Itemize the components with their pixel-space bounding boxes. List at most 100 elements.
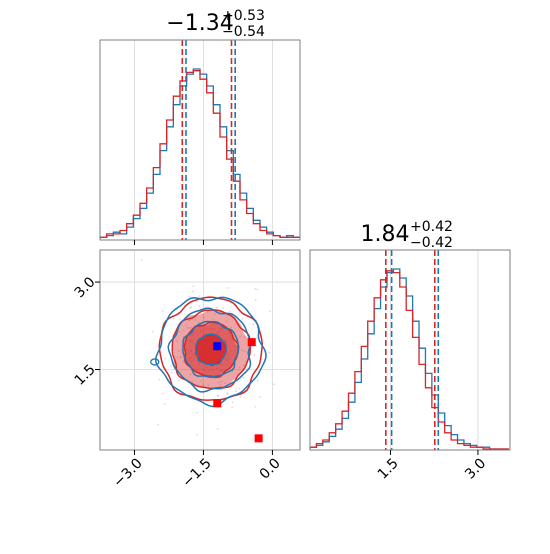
sample-point [235, 387, 238, 390]
sample-point [243, 350, 246, 352]
sample-point [216, 427, 219, 430]
contour-line-series-a [167, 307, 252, 393]
plot-area [140, 258, 275, 443]
param1-value: −1.34 [166, 11, 233, 36]
sample-point [186, 326, 189, 329]
sample-point [242, 376, 244, 379]
contour-line-series-a [155, 296, 267, 408]
sample-point [230, 326, 233, 329]
sample-point [269, 310, 271, 313]
sample-point [216, 394, 219, 397]
sample-point [158, 378, 161, 381]
sample-point [222, 307, 225, 309]
sample-point [192, 290, 194, 293]
param1-sup: +0.53 [222, 8, 265, 24]
marker-square [213, 342, 222, 351]
panel-border [309, 249, 511, 451]
sample-point [256, 288, 259, 291]
y-tick-label: 1.5 [72, 362, 99, 389]
sample-point [163, 403, 166, 406]
param1-sub: −0.54 [222, 24, 265, 40]
sample-point [217, 381, 220, 384]
sample-point [188, 319, 190, 322]
panel-border [99, 249, 301, 451]
sample-point [272, 383, 275, 386]
contour-island [150, 358, 160, 366]
sample-point [198, 295, 201, 297]
sample-point [213, 313, 216, 315]
sample-point [231, 406, 234, 409]
sample-point [243, 336, 246, 338]
sample-point [177, 356, 179, 359]
plot-area [310, 250, 509, 450]
param1-tick-labels: −3.0 −1.5 0.0 [110, 456, 283, 491]
x-tick-label: 0.0 [257, 456, 284, 483]
sample-point [195, 300, 198, 303]
sample-point [238, 387, 241, 390]
sample-point [188, 327, 191, 330]
contour-line-series-a [182, 320, 239, 378]
x-tick-label: −1.5 [179, 456, 214, 491]
y-tick-label: 3.0 [72, 274, 99, 301]
hist-param1-panel [99, 39, 301, 245]
sample-point [185, 324, 188, 327]
sample-point [161, 310, 164, 312]
marker-square [254, 434, 263, 443]
sample-point [179, 356, 182, 359]
sample-point [189, 373, 192, 376]
sample-point [206, 310, 209, 313]
sample-point [161, 392, 164, 395]
marker-square [247, 338, 256, 347]
sample-point [212, 319, 215, 321]
sample-point [251, 346, 254, 349]
x-tick-label: 3.0 [462, 456, 489, 483]
sample-point [254, 299, 257, 301]
sample-point [188, 295, 191, 298]
panel-background [310, 250, 510, 450]
sample-point [235, 390, 237, 393]
marker-square [213, 399, 222, 408]
param1-title: −1.34 [166, 11, 233, 36]
hist-series-a [310, 268, 509, 450]
plot-area [100, 40, 300, 240]
hist-series-a [100, 68, 300, 239]
sample-point [176, 340, 179, 343]
sample-point [216, 306, 219, 309]
sample-point [241, 317, 244, 320]
contour-line-series-a [195, 333, 227, 366]
contour-fill-inner [196, 334, 226, 365]
sample-point [193, 324, 195, 327]
sample-point [194, 319, 197, 321]
sample-point [190, 306, 192, 309]
param2-sub: −0.42 [410, 235, 453, 251]
sample-point [157, 423, 159, 426]
sample-point [253, 354, 256, 356]
sample-point [217, 394, 220, 397]
sample-point [189, 319, 192, 322]
param2-value: 1.84 [361, 222, 410, 247]
panel-border [99, 39, 301, 241]
sample-point [246, 367, 248, 370]
hist-series-b [310, 270, 509, 450]
contour-line-series-b [171, 309, 251, 390]
sample-point [215, 306, 218, 309]
sample-point [195, 411, 198, 414]
sample-point [140, 258, 143, 261]
sample-point [198, 305, 200, 308]
sample-point [259, 396, 262, 398]
sample-point [180, 344, 183, 347]
sample-point [170, 365, 173, 368]
sample-point [254, 405, 257, 408]
sample-point [226, 392, 229, 394]
sample-point [182, 329, 185, 332]
sample-point [229, 310, 231, 313]
x-tick-label: −3.0 [110, 456, 145, 491]
contour-line-series-b [183, 321, 240, 379]
sample-point [170, 371, 173, 374]
sample-point [201, 384, 204, 387]
sample-point [192, 285, 195, 288]
sample-point [256, 379, 259, 382]
sample-point [225, 320, 228, 323]
sample-point [224, 382, 227, 385]
sample-point [220, 380, 223, 383]
